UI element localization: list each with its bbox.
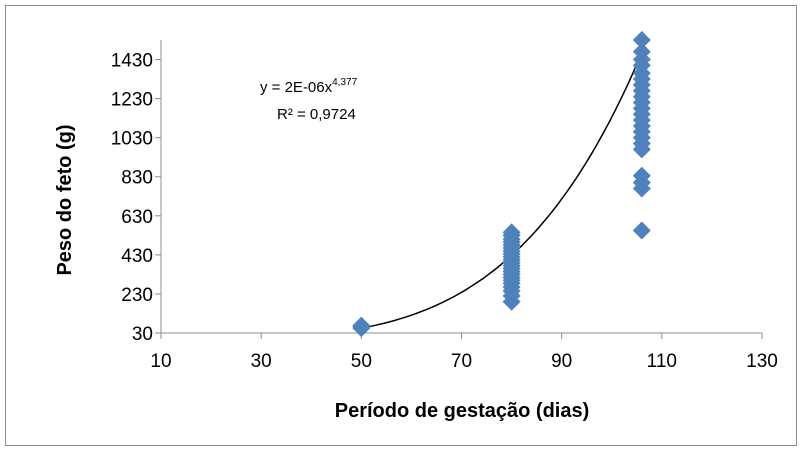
data-point <box>632 221 651 240</box>
y-axis-title: Peso do feto (g) <box>54 124 76 275</box>
data-point <box>632 166 651 185</box>
axes <box>155 40 763 339</box>
y-tick-label: 430 <box>121 246 153 267</box>
data-point <box>352 316 371 335</box>
x-tick-label: 30 <box>251 351 272 372</box>
data-point <box>632 31 651 49</box>
x-tick-label: 50 <box>351 351 372 372</box>
data-point <box>632 42 651 61</box>
y-tick-label: 830 <box>121 168 153 189</box>
trendline <box>361 52 643 329</box>
x-tick-label: 70 <box>451 351 472 372</box>
tick-labels: 10 30 50 70 90 110 130302304306308301030123014… <box>111 51 778 372</box>
y-tick-label: 1030 <box>111 129 153 150</box>
r-squared-label: R² = 0,9724 <box>277 106 356 123</box>
y-tick-label: 30 <box>132 324 153 345</box>
equation-base: y = 2E-06x <box>260 79 333 96</box>
y-tick-label: 630 <box>121 207 153 228</box>
scatter-chart: 10 30 50 70 90 110 130302304306308301030123014… <box>54 31 778 422</box>
x-tick-label: 110 <box>647 351 677 372</box>
x-tick-label: 90 <box>551 351 572 372</box>
y-tick-label: 1430 <box>111 51 153 72</box>
x-axis-title: Período de gestação (dias) <box>335 400 590 422</box>
data-point <box>502 223 521 242</box>
y-tick-label: 1230 <box>111 90 153 111</box>
x-tick-label: 10 <box>150 351 171 372</box>
trendline-equation: y = 2E-06x4,377 <box>260 77 358 96</box>
y-tick-label: 230 <box>121 285 153 306</box>
data-points <box>352 31 651 338</box>
chart-frame: 10 30 50 70 90 110 130 30 230 430 630 830 1030 1230 14… <box>5 5 797 446</box>
x-tick-label: 130 <box>746 351 778 372</box>
equation-exponent: 4,377 <box>332 77 357 88</box>
